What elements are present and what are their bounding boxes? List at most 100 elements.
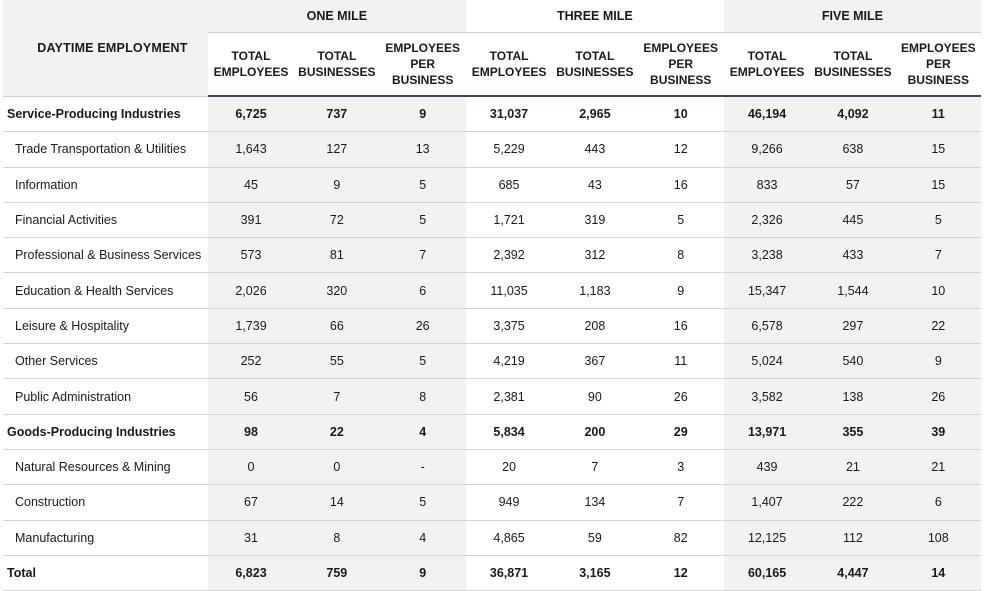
total-businesses-header: TOTAL BUSINESSES: [810, 32, 896, 97]
table-cell: 4,092: [810, 96, 896, 133]
group-header-five-mile: FIVE MILE: [723, 0, 981, 33]
table-cell: 1,739: [207, 308, 295, 345]
table-row: Goods-Producing Industries 98 22 4 5,834 200 2…: [3, 414, 981, 450]
table-cell: 90: [552, 378, 638, 415]
table-cell: 26: [637, 378, 724, 415]
table-cell: 4,219: [465, 343, 553, 380]
table-cell: 14: [294, 484, 380, 521]
table-cell: 82: [637, 520, 724, 556]
table-cell: 443: [552, 131, 638, 168]
table-row: Professional & Business Services 573 81 7 2,…: [3, 237, 981, 274]
table-cell: 7: [294, 378, 380, 415]
column-header-row: TOTAL EMPLOYEES TOTAL BUSINESSES EMPLOYEES PE…: [3, 32, 981, 97]
employees-per-business-header: EMPLOYEES PER BUSINESS: [379, 32, 466, 97]
table-cell: 7: [552, 449, 638, 486]
table-cell: 72: [294, 202, 380, 239]
table-cell: 222: [810, 484, 896, 521]
table-cell: 21: [810, 449, 896, 486]
table-cell: 14: [895, 555, 981, 591]
table-cell: 108: [895, 520, 981, 556]
table-cell: 43: [552, 167, 638, 203]
table-cell: 9: [379, 96, 466, 133]
group-header-row: DAYTIME EMPLOYMENT ONE MILE THREE MILE F…: [3, 0, 981, 97]
table-cell: 8: [294, 520, 380, 556]
table-cell: 3,165: [552, 555, 638, 591]
row-label: Natural Resources & Mining: [3, 449, 208, 486]
header-line: TOTAL: [747, 49, 787, 63]
total-businesses-header: TOTAL BUSINESSES: [552, 32, 638, 97]
table-cell: 6,578: [723, 308, 811, 345]
table-cell: 2,381: [465, 378, 553, 415]
header-line: EMPLOYEES: [385, 41, 461, 55]
table-cell: 5: [379, 202, 466, 239]
table-cell: 833: [723, 167, 811, 203]
table-cell: 15,347: [723, 272, 811, 309]
table-cell: 445: [810, 202, 896, 239]
table-cell: 59: [552, 520, 638, 556]
table-cell: 16: [637, 308, 724, 345]
table-cell: 9: [294, 167, 380, 203]
total-businesses-header: TOTAL BUSINESSES: [294, 32, 380, 97]
table-cell: 3,582: [723, 378, 811, 415]
header-line: TOTAL: [833, 49, 873, 63]
table-cell: 11: [895, 96, 981, 133]
header-line: TOTAL: [489, 49, 529, 63]
row-label: Construction: [3, 484, 208, 521]
table-cell: 81: [294, 237, 380, 274]
table-cell: 367: [552, 343, 638, 380]
table-cell: 3: [637, 449, 724, 486]
table-cell: 1,643: [207, 131, 295, 168]
table-cell: 9: [637, 272, 724, 309]
table-cell: 685: [465, 167, 553, 203]
row-label: Manufacturing: [3, 520, 208, 556]
table-cell: 4,865: [465, 520, 553, 556]
table-cell: 2,326: [723, 202, 811, 239]
table-cell: 134: [552, 484, 638, 521]
table-cell: 15: [895, 131, 981, 168]
table-cell: 46,194: [723, 96, 811, 133]
table-cell: 31,037: [465, 96, 553, 133]
table-cell: 57: [810, 167, 896, 203]
table-cell: 26: [379, 308, 466, 345]
table-cell: 20: [465, 449, 553, 486]
table-cell: 12,125: [723, 520, 811, 556]
table-cell: 11,035: [465, 272, 553, 309]
table-cell: 26: [895, 378, 981, 415]
table-cell: 200: [552, 414, 638, 450]
table-cell: 22: [895, 308, 981, 345]
table-cell: 6,725: [207, 96, 295, 133]
table-cell: 31: [207, 520, 295, 556]
header-line: BUSINESS: [650, 73, 712, 87]
header-line: BUSINESS: [907, 73, 969, 87]
table-row: Construction 67 14 5 949 134 7 1,407 222 6: [3, 484, 981, 521]
table-cell: 55: [294, 343, 380, 380]
table-cell: 21: [895, 449, 981, 486]
table-cell: 737: [294, 96, 380, 133]
table-cell: 320: [294, 272, 380, 309]
header-line: TOTAL: [231, 49, 271, 63]
table-cell: 7: [637, 484, 724, 521]
table-cell: 66: [294, 308, 380, 345]
table-cell: 0: [207, 449, 295, 486]
header-line: PER: [410, 57, 436, 71]
header-line: TOTAL: [575, 49, 615, 63]
table-cell: 112: [810, 520, 896, 556]
table-cell: 9: [895, 343, 981, 380]
table-cell: 7: [379, 237, 466, 274]
table-cell: 29: [637, 414, 724, 450]
table-cell: 2,026: [207, 272, 295, 309]
header-line: BUSINESS: [392, 73, 454, 87]
total-employees-header: TOTAL EMPLOYEES: [207, 32, 295, 97]
row-label: Public Administration: [3, 378, 208, 415]
row-label: Information: [3, 167, 208, 203]
header-line: EMPLOYEES: [900, 41, 976, 55]
header-line: EMPLOYEES: [471, 65, 547, 79]
table-cell: 10: [637, 96, 724, 133]
row-label: Financial Activities: [3, 202, 208, 239]
table-cell: 67: [207, 484, 295, 521]
header-line: PER: [668, 57, 694, 71]
row-label: Trade Transportation & Utilities: [3, 131, 208, 168]
table-cell: 3,375: [465, 308, 553, 345]
table-cell: 208: [552, 308, 638, 345]
table-cell: 4,447: [810, 555, 896, 591]
